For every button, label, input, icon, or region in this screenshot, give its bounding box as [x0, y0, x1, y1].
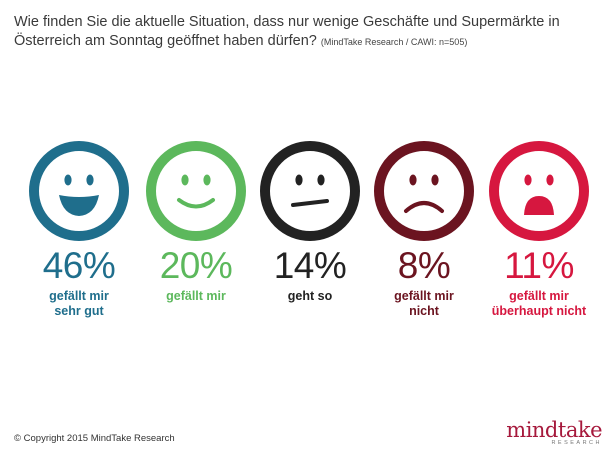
logo-subtitle: RESEARCH	[551, 440, 602, 446]
left-eye	[181, 174, 189, 186]
category-label: geht so	[250, 289, 370, 304]
category-label-line: überhaupt nicht	[491, 304, 587, 318]
category-label: gefällt mir sehr gut	[19, 289, 139, 319]
mindtake-logo: mindtake RESEARCH	[506, 419, 602, 446]
face-ring	[29, 141, 129, 241]
mouth	[291, 199, 329, 207]
right-eye	[317, 174, 325, 186]
right-eye	[86, 174, 94, 186]
face-ring	[260, 141, 360, 241]
chart-title: Wie finden Sie die aktuelle Situation, d…	[14, 13, 604, 52]
smile-face-icon	[146, 141, 246, 241]
left-eye	[409, 174, 417, 186]
face-ring	[374, 141, 474, 241]
percentage-label: 11%	[504, 245, 574, 286]
percentage-label: 46%	[42, 245, 116, 286]
category-label-line: geht so	[287, 289, 333, 303]
left-eye	[295, 174, 303, 186]
mouth	[177, 198, 215, 209]
frown-face-icon	[374, 141, 474, 241]
big-smile-face-icon	[29, 141, 129, 241]
percentage-label: 8%	[397, 245, 451, 286]
mouth	[524, 196, 554, 215]
right-eye	[203, 174, 211, 186]
category-label-line: nicht	[409, 304, 439, 318]
left-eye	[64, 174, 72, 186]
face-ring	[146, 141, 246, 241]
neutral-face-icon	[260, 141, 360, 241]
face-ring	[489, 141, 589, 241]
logo-wordmark: mindtake	[506, 418, 602, 442]
percentage-label: 20%	[159, 245, 233, 286]
mouth	[59, 195, 99, 216]
right-eye	[431, 174, 439, 186]
source-note: (MindTake Research / CAWI: n=505)	[320, 37, 468, 47]
right-eye	[546, 174, 554, 186]
percentage-label: 14%	[273, 245, 347, 286]
left-eye	[524, 174, 532, 186]
category-label: gefällt mir	[136, 289, 256, 304]
category-label: gefällt mir überhaupt nicht	[479, 289, 599, 319]
category-label: gefällt mir nicht	[364, 289, 484, 319]
category-label-line: gefällt mir	[49, 289, 109, 303]
category-label-line: sehr gut	[54, 304, 104, 318]
title-line-2: Österreich am Sonntag geöffnet haben dür…	[14, 33, 317, 49]
category-label-line: gefällt mir	[509, 289, 569, 303]
copyright: © Copyright 2015 MindTake Research	[14, 433, 175, 444]
title-line-1: Wie finden Sie die aktuelle Situation, d…	[14, 14, 560, 30]
mouth	[404, 201, 444, 213]
category-label-line: gefällt mir	[394, 289, 454, 303]
very-sad-face-icon	[489, 141, 589, 241]
category-label-line: gefällt mir	[166, 289, 226, 303]
